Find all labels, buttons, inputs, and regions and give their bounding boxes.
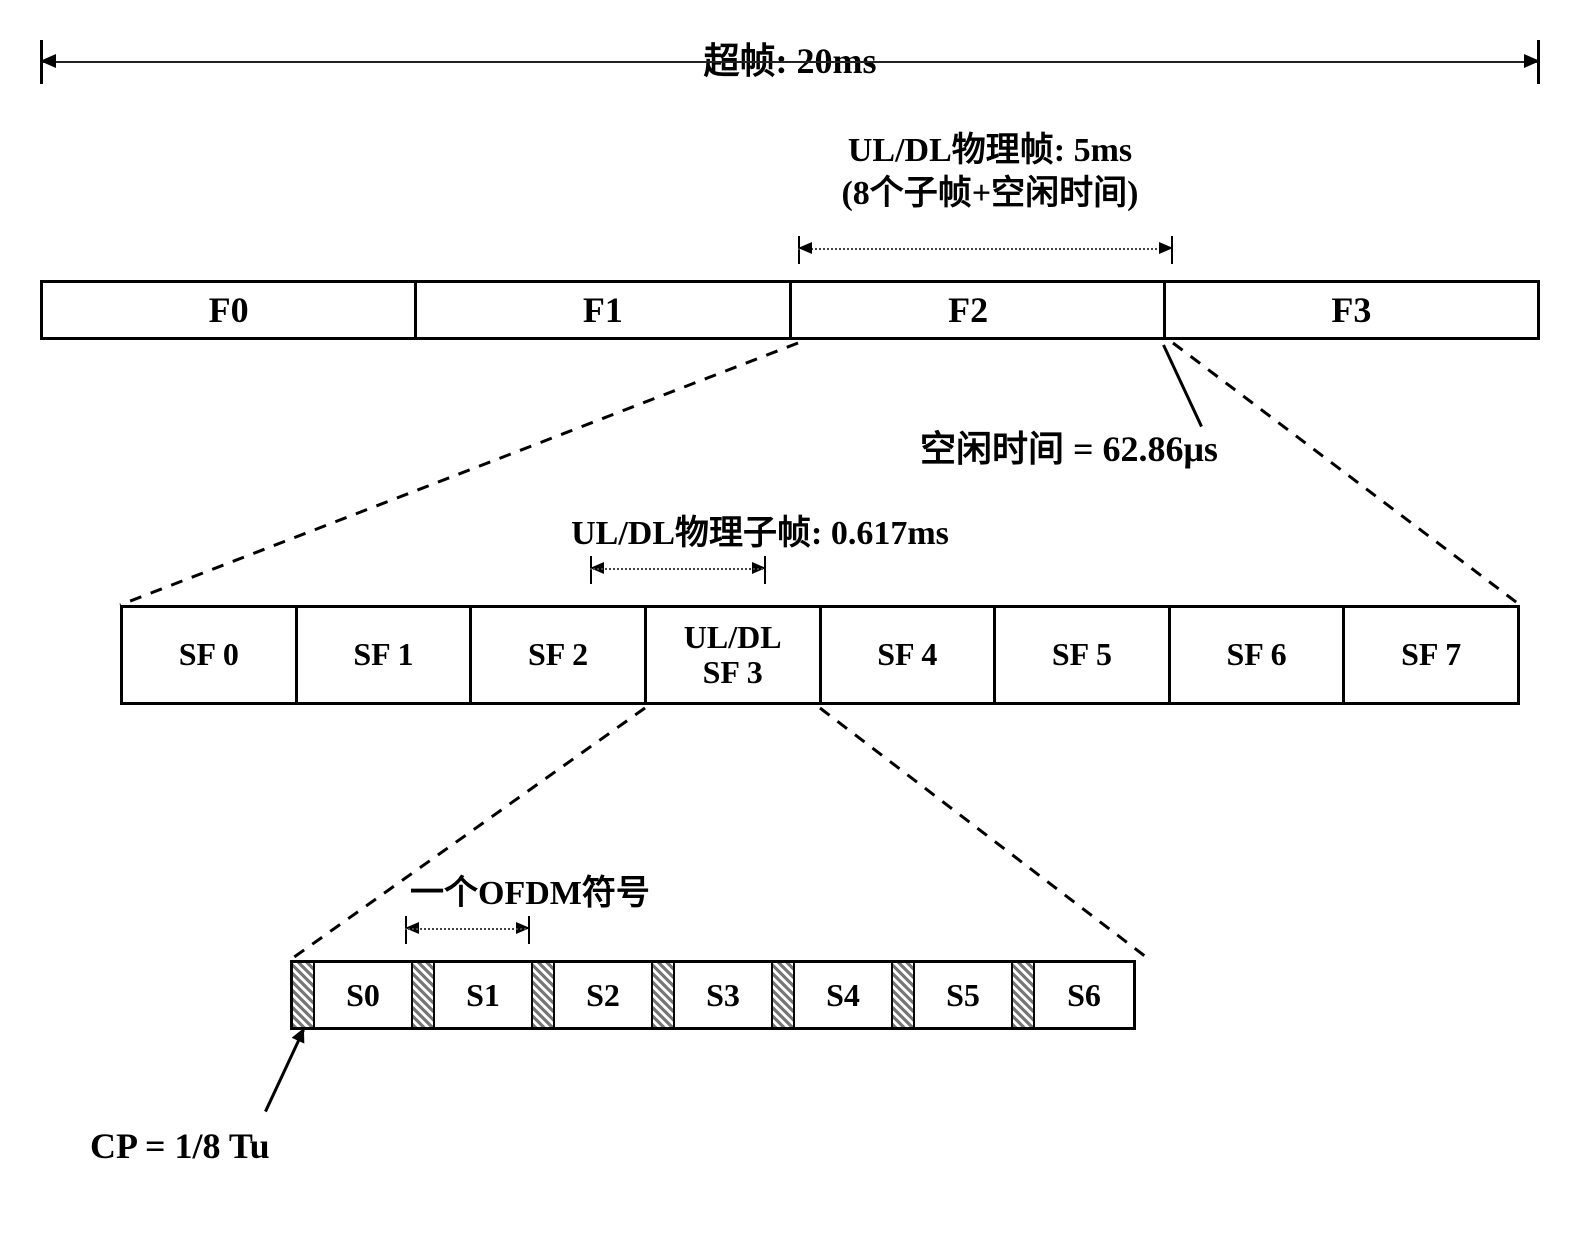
idle-time-label: 空闲时间 = 62.86μs xyxy=(920,420,1218,472)
subframe-cell: SF 7 xyxy=(1345,608,1517,702)
subframe-bracket xyxy=(590,550,766,590)
cp-cell xyxy=(413,963,435,1027)
cp-cell xyxy=(1013,963,1035,1027)
symbol-cell: S2 xyxy=(555,963,653,1027)
cp-cell xyxy=(653,963,675,1027)
cp-cell xyxy=(293,963,315,1027)
superframe-bracket: 超帧: 20ms xyxy=(40,40,1540,84)
superframe-label: 超帧: 20ms xyxy=(694,32,887,84)
frame-cell: F3 xyxy=(1166,283,1537,337)
subframe-cell-sf3: UL/DL SF 3 xyxy=(647,608,822,702)
ofdm-symbol-label: 一个OFDM符号 xyxy=(410,865,650,914)
frame-cell: F1 xyxy=(417,283,791,337)
symbol-cell: S0 xyxy=(315,963,413,1027)
subframe-row: SF 0 SF 1 SF 2 UL/DL SF 3 SF 4 SF 5 SF 6… xyxy=(120,605,1520,705)
cp-cell xyxy=(773,963,795,1027)
subframe-cell: SF 0 xyxy=(123,608,298,702)
superframe-bracket-line: 超帧: 20ms xyxy=(40,40,1540,84)
frame-structure-diagram: 超帧: 20ms UL/DL物理帧: 5ms (8个子帧+空闲时间) F0 F1… xyxy=(20,30,1567,1218)
frame-cell-label: F2 xyxy=(792,289,1145,331)
subframe-label: UL/DL物理子帧: 0.617ms xyxy=(510,505,1010,554)
subframe-cell: SF 4 xyxy=(822,608,997,702)
physical-frame-label: UL/DL物理帧: 5ms (8个子帧+空闲时间) xyxy=(790,130,1190,215)
cp-pointer xyxy=(264,1029,305,1112)
physical-frame-bracket xyxy=(798,230,1173,270)
symbol-cell: S5 xyxy=(915,963,1013,1027)
cp-label: CP = 1/8 Tu xyxy=(90,1125,270,1167)
subframe-cell: SF 5 xyxy=(996,608,1171,702)
cp-cell xyxy=(533,963,555,1027)
ofdm-symbol-bracket xyxy=(405,912,530,948)
frame-cell-f2: F2 xyxy=(792,283,1166,337)
cp-cell xyxy=(893,963,915,1027)
physical-frame-label-line1: UL/DL物理帧: 5ms xyxy=(848,132,1132,169)
symbol-cell: S3 xyxy=(675,963,773,1027)
ofdm-symbol-row: S0 S1 S2 S3 S4 S5 S6 xyxy=(290,960,1136,1030)
physical-frame-label-line2: (8个子帧+空闲时间) xyxy=(841,175,1138,212)
superframe-row: F0 F1 F2 F3 xyxy=(40,280,1540,340)
frame-cell: F0 xyxy=(43,283,417,337)
symbol-cell: S6 xyxy=(1035,963,1133,1027)
subframe-cell: SF 1 xyxy=(298,608,473,702)
subframe-cell: SF 2 xyxy=(472,608,647,702)
subframe-cell: SF 6 xyxy=(1171,608,1346,702)
symbol-cell: S1 xyxy=(435,963,533,1027)
idle-pointer xyxy=(1162,344,1203,427)
symbol-cell: S4 xyxy=(795,963,893,1027)
